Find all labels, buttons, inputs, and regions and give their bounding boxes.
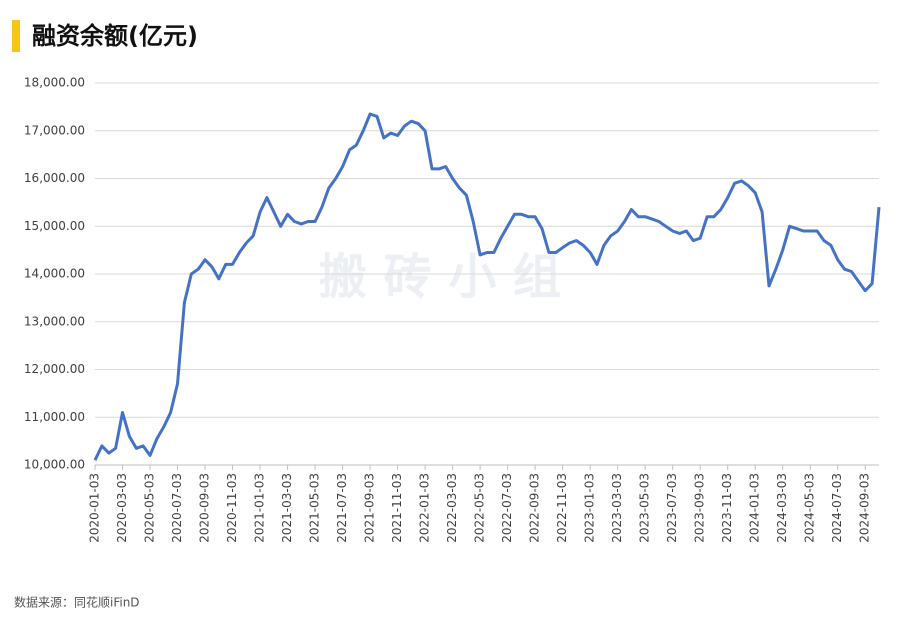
x-tick-label: 2024-09-03 xyxy=(858,473,872,543)
x-tick-label: 2022-05-03 xyxy=(473,473,487,543)
y-tick-label: 14,000.00 xyxy=(24,267,85,281)
x-tick-label: 2022-03-03 xyxy=(445,473,459,543)
x-tick-label: 2022-09-03 xyxy=(528,473,542,543)
y-tick-label: 13,000.00 xyxy=(24,314,85,328)
x-tick-label: 2024-03-03 xyxy=(775,473,789,543)
x-tick-label: 2021-05-03 xyxy=(308,473,322,543)
source: 数据来源：同花顺iFinD xyxy=(14,595,140,610)
x-tick-label: 2020-05-03 xyxy=(143,473,157,543)
x-tick-label: 2023-01-03 xyxy=(583,473,597,543)
x-tick-label: 2023-07-03 xyxy=(665,473,679,543)
x-tick-label: 2022-11-03 xyxy=(555,473,569,543)
x-tick-label: 2020-11-03 xyxy=(225,473,239,543)
x-tick-label: 2023-09-03 xyxy=(693,473,707,543)
x-tick-label: 2021-01-03 xyxy=(253,473,267,543)
x-tick-label: 2020-01-03 xyxy=(88,473,102,543)
x-tick-label: 2023-11-03 xyxy=(720,473,734,543)
x-tick-label: 2020-09-03 xyxy=(198,473,212,543)
x-tick-label: 2023-05-03 xyxy=(638,473,652,543)
y-tick-label: 17,000.00 xyxy=(24,123,85,137)
chart-title: 融资余额(亿元) xyxy=(32,22,198,50)
x-tick-label: 2021-11-03 xyxy=(390,473,404,543)
y-tick-label: 16,000.00 xyxy=(24,171,85,185)
series-line xyxy=(93,112,881,461)
x-tick-label: 2021-07-03 xyxy=(335,473,349,543)
watermark: 搬 砖 小 组 xyxy=(319,249,561,305)
x-tick-label: 2020-03-03 xyxy=(115,473,129,543)
y-tick-label: 15,000.00 xyxy=(24,219,85,233)
title-bar xyxy=(12,20,20,52)
y-tick-label: 18,000.00 xyxy=(24,76,85,90)
x-tick-label: 2021-09-03 xyxy=(363,473,377,543)
x-tick-label: 2024-01-03 xyxy=(748,473,762,543)
y-tick-label: 12,000.00 xyxy=(24,362,85,376)
x-tick-label: 2023-03-03 xyxy=(610,473,624,543)
x-tick-label: 2024-07-03 xyxy=(830,473,844,543)
x-tick-label: 2020-07-03 xyxy=(170,473,184,543)
y-tick-label: 11,000.00 xyxy=(24,410,85,424)
x-tick-label: 2022-07-03 xyxy=(500,473,514,543)
y-tick-label: 10,000.00 xyxy=(24,458,85,472)
x-tick-label: 2022-01-03 xyxy=(418,473,432,543)
x-tick-label: 2021-03-03 xyxy=(280,473,294,543)
x-tick-label: 2024-05-03 xyxy=(803,473,817,543)
